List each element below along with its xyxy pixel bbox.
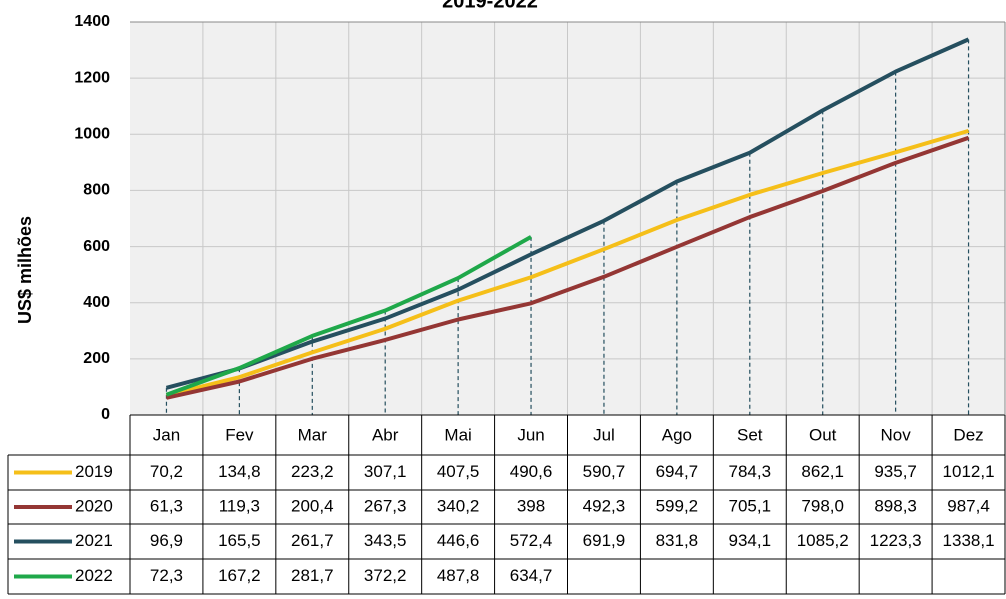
- table-value: 165,5: [218, 531, 261, 550]
- table-value: 340,2: [437, 496, 480, 515]
- table-value: 831,8: [656, 531, 699, 550]
- series-line: [165, 37, 970, 390]
- table-value: 694,7: [656, 462, 699, 481]
- table-value: 1338,1: [943, 531, 995, 550]
- table-value: 343,5: [364, 531, 407, 550]
- legend-label: 2022: [75, 566, 113, 585]
- table-value: 72,3: [150, 566, 183, 585]
- table-value: 119,3: [219, 496, 260, 515]
- table-value: 261,7: [291, 531, 334, 550]
- legend-label: 2019: [75, 462, 113, 481]
- y-tick-label: 1000: [74, 126, 110, 143]
- legend-label: 2021: [75, 531, 113, 550]
- table-value: 1223,3: [870, 531, 922, 550]
- table-value: 798,0: [801, 496, 844, 515]
- y-tick-label: 1400: [74, 13, 110, 30]
- table-value: 705,1: [729, 496, 772, 515]
- table-value: 407,5: [437, 462, 480, 481]
- x-tick-label: Fev: [225, 425, 254, 444]
- x-tick-label: Set: [737, 425, 763, 444]
- table-value: 898,3: [874, 496, 917, 515]
- x-tick-label: Ago: [662, 425, 692, 444]
- table-value: 634,7: [510, 566, 553, 585]
- table-value: 200,4: [291, 496, 334, 515]
- table-value: 372,2: [364, 566, 407, 585]
- y-tick-label: 200: [83, 350, 110, 367]
- table-value: 935,7: [874, 462, 917, 481]
- y-tick-label: 400: [83, 294, 110, 311]
- x-tick-label: Mai: [444, 425, 471, 444]
- table-value: 1085,2: [797, 531, 849, 550]
- series-line: [165, 235, 533, 397]
- table-value: 223,2: [291, 462, 334, 481]
- table-value: 490,6: [510, 462, 553, 481]
- x-tick-label: Jan: [153, 425, 180, 444]
- x-tick-label: Mar: [298, 425, 328, 444]
- table-value: 70,2: [150, 462, 183, 481]
- table-value: 599,2: [656, 496, 699, 515]
- table-value: 492,3: [583, 496, 626, 515]
- table-value: 307,1: [364, 462, 407, 481]
- table-value: 590,7: [583, 462, 626, 481]
- series-line: [165, 128, 970, 398]
- table-value: 96,9: [150, 531, 183, 550]
- y-tick-label: 0: [101, 406, 110, 423]
- table-value: 691,9: [583, 531, 626, 550]
- x-tick-label: Jun: [517, 425, 544, 444]
- table-value: 934,1: [729, 531, 772, 550]
- table-value: 987,4: [947, 496, 990, 515]
- x-tick-label: Jul: [593, 425, 615, 444]
- table-value: 267,3: [364, 496, 407, 515]
- x-tick-label: Dez: [953, 425, 983, 444]
- y-axis-label: US$ milhões: [15, 216, 35, 324]
- table-value: 398: [517, 496, 545, 515]
- x-tick-label: Abr: [372, 425, 399, 444]
- chart-title: 2019-2022: [442, 0, 538, 12]
- table-value: 487,8: [437, 566, 480, 585]
- x-tick-label: Out: [809, 425, 837, 444]
- table-value: 784,3: [729, 462, 772, 481]
- table-value: 446,6: [437, 531, 480, 550]
- y-tick-label: 600: [83, 238, 110, 255]
- table-value: 61,3: [150, 496, 183, 515]
- x-tick-label: Nov: [881, 425, 912, 444]
- table-value: 281,7: [291, 566, 334, 585]
- table-value: 862,1: [801, 462, 844, 481]
- legend-label: 2020: [75, 496, 113, 515]
- table-value: 572,4: [510, 531, 553, 550]
- table-value: 167,2: [218, 566, 261, 585]
- y-tick-label: 1200: [74, 69, 110, 86]
- table-value: 1012,1: [943, 462, 995, 481]
- series-line: [166, 135, 970, 400]
- table-value: 134,8: [218, 462, 261, 481]
- y-tick-label: 800: [83, 182, 110, 199]
